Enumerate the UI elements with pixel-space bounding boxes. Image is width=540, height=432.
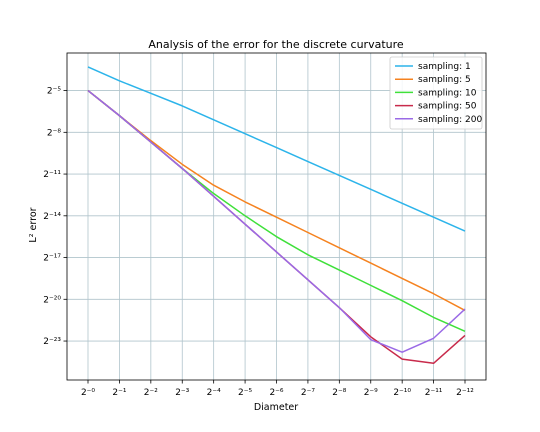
x-tick-label: 2⁻¹ xyxy=(112,388,126,398)
legend-label: sampling: 50 xyxy=(418,102,477,112)
legend-box xyxy=(389,56,483,130)
legend-label: sampling: 10 xyxy=(418,88,477,98)
grid xyxy=(67,53,486,380)
y-axis-label: L² error xyxy=(28,207,39,242)
x-axis-label: Diameter xyxy=(254,402,298,413)
chart-title: Analysis of the error for the discrete c… xyxy=(148,38,404,51)
legend-label: sampling: 5 xyxy=(418,75,471,85)
y-tick-label: 2⁻¹¹ xyxy=(43,170,61,180)
legend-label: sampling: 1 xyxy=(418,62,471,72)
series-line-5 xyxy=(87,89,466,353)
series-line-1 xyxy=(87,66,466,232)
series-layer xyxy=(87,66,466,365)
y-tick-label: 2⁻⁵ xyxy=(47,87,61,97)
x-tick-label: 2⁻⁴ xyxy=(207,388,221,398)
x-tick-label: 2⁻⁹ xyxy=(364,388,378,398)
x-tick-label: 2⁻⁸ xyxy=(332,388,346,398)
y-tick-label: 2⁻¹⁷ xyxy=(43,254,61,264)
x-tick-label: 2⁻² xyxy=(144,388,158,398)
x-axis-ticks: 2⁻⁰ 2⁻¹ 2⁻² 2⁻³ 2⁻⁴ 2⁻⁵ 2⁻⁶ 2⁻⁷ 2⁻⁸ 2⁻⁹ 2⁻¹⁰ 2⁻¹¹ 2⁻… xyxy=(81,380,474,398)
x-tick-label: 2⁻⁰ xyxy=(81,388,95,398)
y-tick-label: 2⁻¹⁴ xyxy=(43,212,61,222)
x-tick-label: 2⁻³ xyxy=(175,388,189,398)
x-tick-label: 2⁻¹² xyxy=(456,388,474,398)
x-tick-label: 2⁻⁶ xyxy=(269,388,283,398)
series-line-2 xyxy=(87,89,466,312)
legend-label: sampling: 200 xyxy=(418,115,482,125)
legend: sampling: 1 sampling: 5 sampling: 10 sampli… xyxy=(389,56,483,130)
y-axis-ticks: 2⁻⁵ 2⁻⁸ 2⁻¹¹ 2⁻¹⁴ 2⁻¹⁷ 2⁻²⁰ 2⁻²³ xyxy=(43,87,67,347)
x-tick-label: 2⁻¹⁰ xyxy=(393,388,411,398)
y-tick-label: 2⁻⁸ xyxy=(47,128,61,138)
y-tick-label: 2⁻²⁰ xyxy=(43,295,61,305)
y-tick-label: 2⁻²³ xyxy=(43,337,61,347)
x-tick-label: 2⁻¹¹ xyxy=(425,388,443,398)
x-tick-label: 2⁻⁷ xyxy=(301,388,315,398)
x-tick-label: 2⁻⁵ xyxy=(238,388,252,398)
